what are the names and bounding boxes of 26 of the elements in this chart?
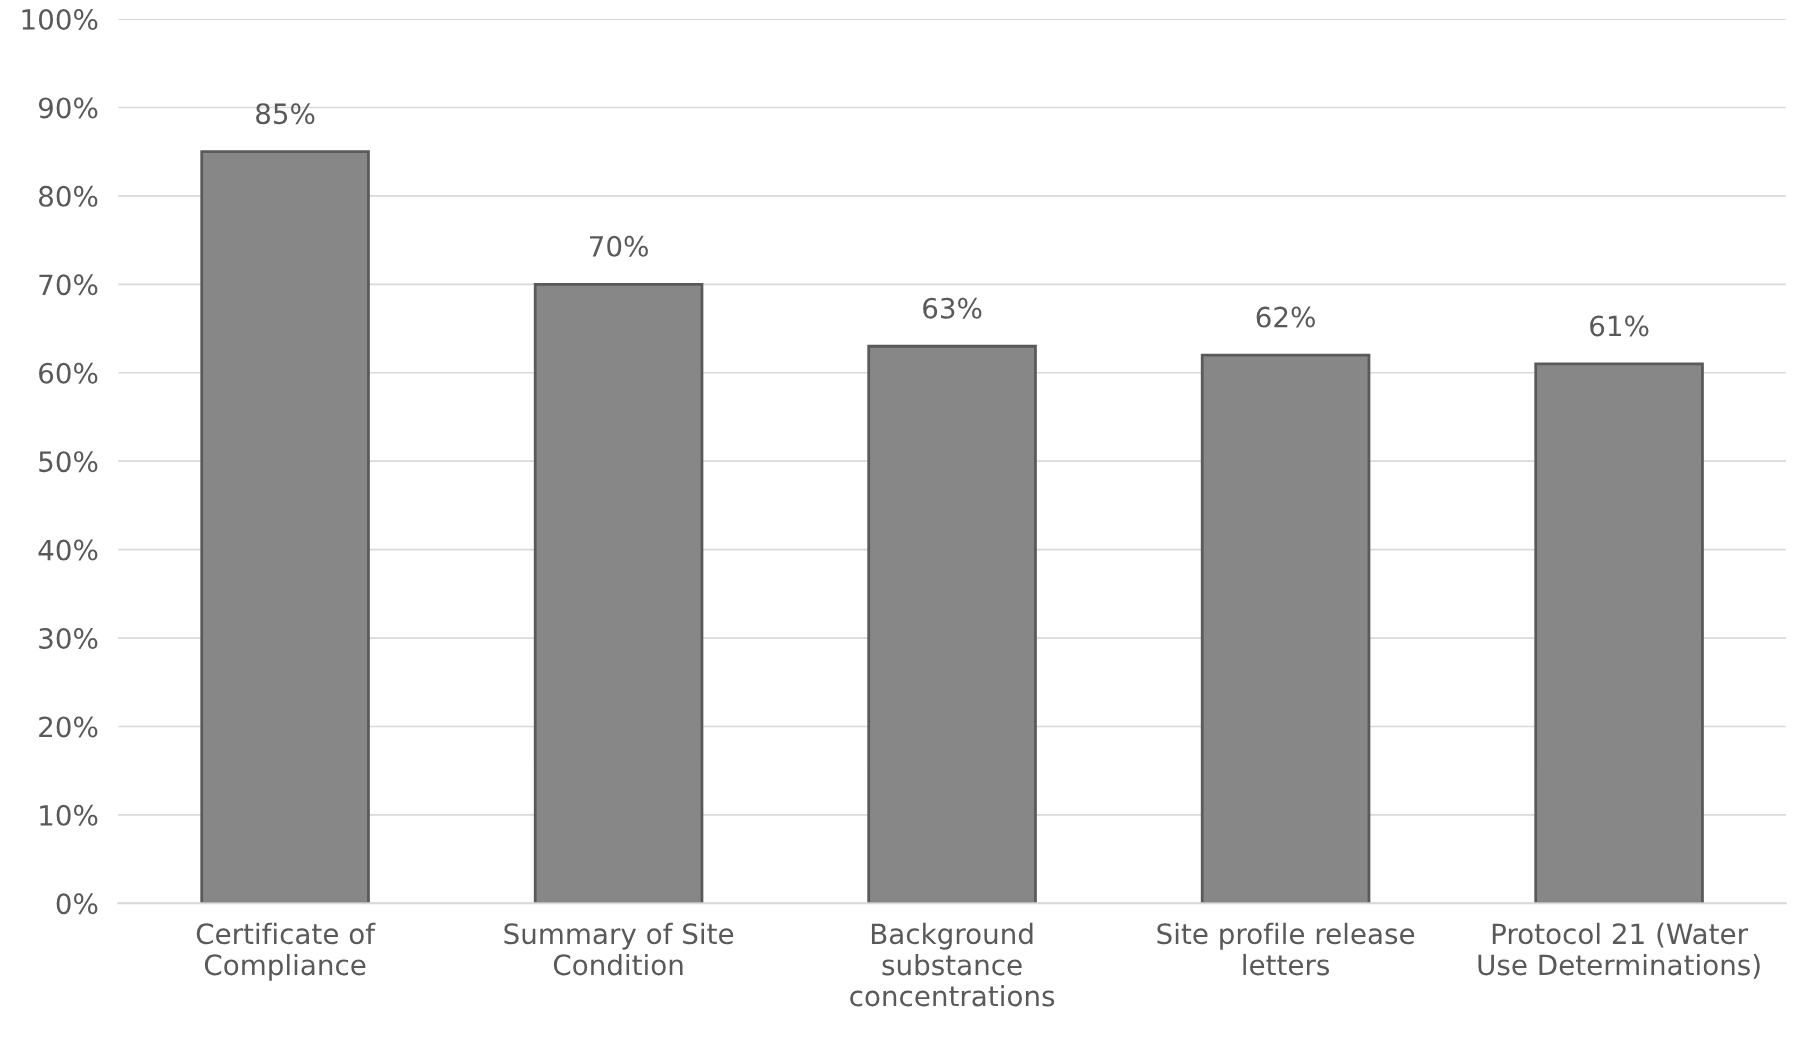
data-label: 70% bbox=[589, 235, 648, 257]
x-tick-label: Summary of Site Condition bbox=[504, 922, 734, 976]
y-tick-label: 10% bbox=[40, 804, 98, 826]
y-tick-label: 0% bbox=[56, 893, 98, 915]
bar bbox=[1534, 362, 1704, 904]
data-label: 62% bbox=[1256, 306, 1315, 328]
y-tick-label: 70% bbox=[39, 274, 98, 296]
x-tick-label: Protocol 21 (Water Use Determinations) bbox=[1478, 922, 1760, 979]
y-tick-label: 40% bbox=[38, 539, 98, 561]
y-tick-label: 60% bbox=[39, 362, 98, 384]
bar bbox=[200, 150, 370, 904]
y-tick-label: 20% bbox=[39, 716, 98, 738]
bar bbox=[1200, 353, 1371, 904]
data-label: 63% bbox=[923, 297, 982, 319]
bar bbox=[867, 344, 1037, 904]
y-tick-label: 50% bbox=[39, 451, 98, 473]
y-tick-label: 80% bbox=[39, 185, 98, 207]
data-label: 85% bbox=[256, 103, 315, 125]
x-tick-label: Certificate of Compliance bbox=[196, 922, 376, 981]
data-label: 61% bbox=[1590, 315, 1649, 337]
bar bbox=[533, 282, 704, 904]
y-tick-label: 90% bbox=[38, 97, 98, 119]
y-tick-label: 100% bbox=[22, 9, 98, 31]
y-tick-label: 30% bbox=[39, 627, 98, 649]
x-tick-label: Site profile release letters bbox=[1157, 922, 1415, 976]
x-tick-label: Background substance concentrations bbox=[850, 922, 1055, 1007]
